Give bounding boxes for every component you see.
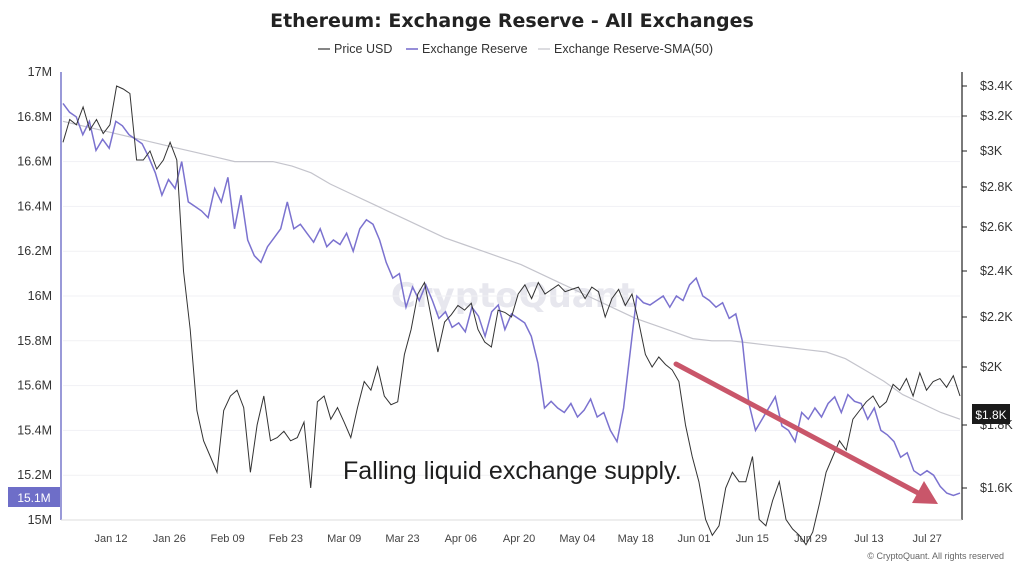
trend-arrow xyxy=(673,361,938,504)
y-right-tick-label: $2K xyxy=(980,360,1003,374)
x-tick-label: Feb 09 xyxy=(210,533,244,545)
x-tick-label: Jul 13 xyxy=(854,533,883,545)
annotation-text: Falling liquid exchange supply. xyxy=(343,457,682,485)
y-right-ticks: $3.4K $3.2K $3K $2.8K $2.6K $2.4K $2.2K $2K $1.8… xyxy=(962,79,1013,495)
y-right-tick-label: $1.6K xyxy=(980,481,1013,495)
y-left-tick-label: 15.4M xyxy=(17,423,52,437)
legend-label-exchange-reserve: Exchange Reserve xyxy=(422,42,528,56)
chart-title: Ethereum: Exchange Reserve - All Exchang… xyxy=(270,10,754,32)
x-tick-label: Mar 23 xyxy=(385,533,419,545)
x-tick-label: Jun 15 xyxy=(736,533,769,545)
y-left-tick-label: 16.6M xyxy=(17,155,52,169)
y-left-tick-label: 16.4M xyxy=(17,199,52,213)
gridlines xyxy=(63,116,960,476)
current-price-badge: $1.8K xyxy=(972,404,1010,424)
legend-label-price: Price USD xyxy=(334,42,392,56)
x-tick-label: Apr 20 xyxy=(503,533,535,545)
series-line-price xyxy=(62,85,961,546)
legend-label-sma: Exchange Reserve-SMA(50) xyxy=(554,42,713,56)
y-right-tick-label: $3K xyxy=(980,144,1003,158)
y-right-tick-label: $3.2K xyxy=(980,109,1013,123)
current-reserve-badge: 15.1M xyxy=(8,487,60,507)
x-tick-label: Apr 06 xyxy=(445,533,477,545)
y-right-tick-label: $2.6K xyxy=(980,220,1013,234)
x-tick-label: May 18 xyxy=(618,533,654,545)
y-left-tick-label: 16M xyxy=(28,289,52,303)
y-right-tick-label: $3.4K xyxy=(980,79,1013,93)
y-right-tick-label: $2.4K xyxy=(980,264,1013,278)
series-line-exchange-reserve xyxy=(62,102,961,497)
current-price-label: $1.8K xyxy=(975,408,1006,422)
y-left-tick-label: 16.8M xyxy=(17,110,52,124)
y-right-tick-label: $2.8K xyxy=(980,180,1013,194)
x-tick-label: Jan 26 xyxy=(153,533,186,545)
copyright-text: © CryptoQuant. All rights reserved xyxy=(867,551,1004,561)
x-tick-label: Feb 23 xyxy=(269,533,303,545)
y-right-tick-label: $2.2K xyxy=(980,310,1013,324)
x-tick-label: Jun 29 xyxy=(794,533,827,545)
x-ticks: Jan 12 Jan 26 Feb 09 Feb 23 Mar 09 Mar 23 Apr … xyxy=(94,533,941,545)
y-left-tick-label: 15M xyxy=(28,513,52,527)
y-left-tick-label: 15.6M xyxy=(17,379,52,393)
y-left-ticks: 17M 16.8M 16.6M 16.4M 16.2M 16M 15.8M 15.6M 15.4… xyxy=(17,65,52,527)
x-tick-label: May 04 xyxy=(559,533,595,545)
legend: Price USD Exchange Reserve Exchange Rese… xyxy=(318,42,713,56)
x-tick-label: Jun 01 xyxy=(677,533,710,545)
x-tick-label: Jul 27 xyxy=(913,533,942,545)
y-left-tick-label: 15.8M xyxy=(17,334,52,348)
y-left-tick-label: 15.2M xyxy=(17,468,52,482)
series-line-sma xyxy=(62,120,961,420)
x-tick-label: Jan 12 xyxy=(94,533,127,545)
y-left-tick-label: 16.2M xyxy=(17,244,52,258)
current-reserve-label: 15.1M xyxy=(17,491,50,505)
x-tick-label: Mar 09 xyxy=(327,533,361,545)
y-left-tick-label: 17M xyxy=(28,65,52,79)
